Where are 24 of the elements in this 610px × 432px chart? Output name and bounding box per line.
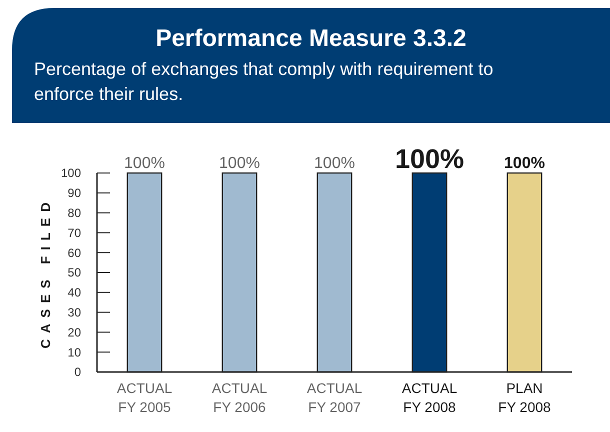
chart-subtitle: Percentage of exchanges that comply with requirement to enforce their rules.	[34, 58, 494, 106]
y-tick-label: 50	[68, 266, 82, 280]
y-axis-title: CASES FILED	[38, 196, 53, 348]
data-label: 100%	[394, 144, 464, 174]
y-tick-label: 30	[68, 306, 82, 320]
data-label: 100%	[124, 155, 165, 172]
y-tick-label: 0	[74, 365, 82, 380]
y-tick-label: 60	[68, 246, 82, 260]
y-tick-label: 20	[68, 325, 82, 340]
data-label: 100%	[314, 155, 355, 172]
y-tick-label: 40	[68, 286, 82, 300]
x-tick-label: ACTUAL FY 2008	[402, 380, 458, 415]
x-tick-label: ACTUAL FY 2005	[116, 380, 172, 415]
y-tick-label: 10	[68, 345, 82, 360]
y-tick-label: 70	[68, 226, 82, 240]
y-tick-label: 100	[60, 166, 82, 180]
x-tick-label: ACTUAL FY 2007	[306, 380, 362, 415]
chart-title: Performance Measure 3.3.2	[156, 25, 466, 52]
data-label: 100%	[504, 155, 545, 172]
y-tick-label: 80	[68, 206, 82, 220]
y-tick-label: 90	[68, 186, 82, 200]
data-label: 100%	[219, 155, 260, 172]
x-tick-label: ACTUAL FY 2006	[212, 380, 268, 415]
x-tick-label: PLAN FY 2008	[498, 380, 552, 415]
